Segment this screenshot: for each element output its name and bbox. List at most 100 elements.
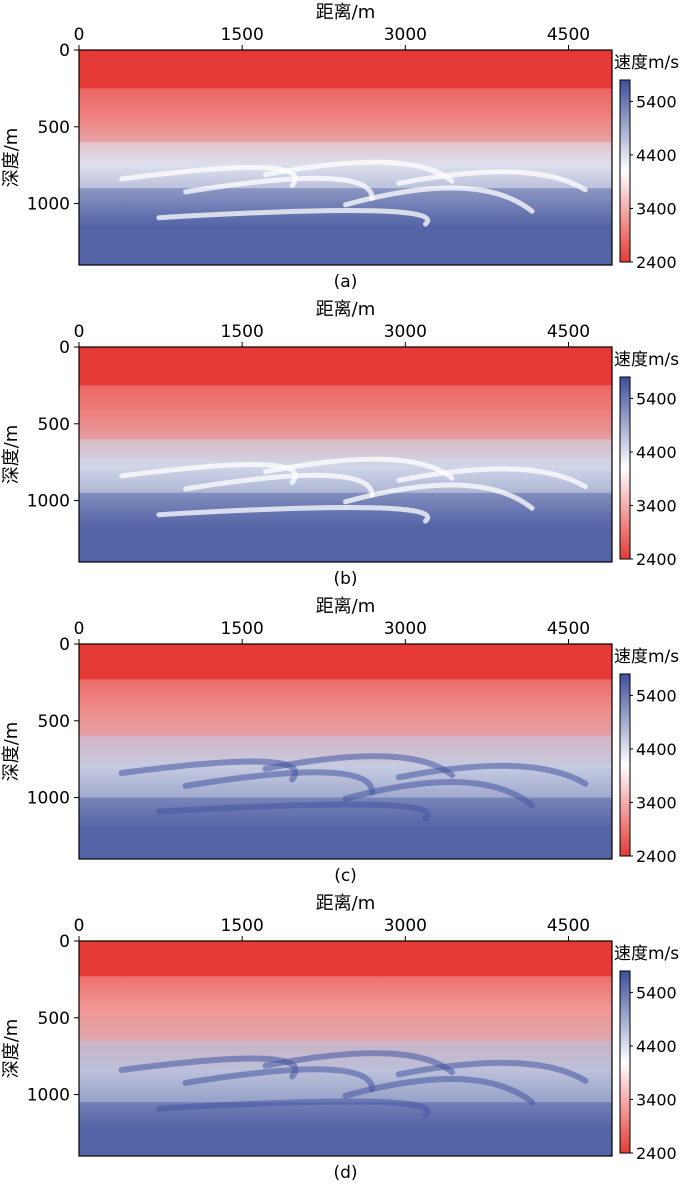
reflector-6 bbox=[156, 504, 430, 524]
x-tick-label: 0 bbox=[74, 916, 85, 936]
x-axis-label: 距离/m bbox=[316, 299, 376, 320]
velocity-layer-2 bbox=[79, 679, 612, 737]
y-tick-label: 500 bbox=[38, 1009, 70, 1029]
reflector-2 bbox=[182, 769, 376, 796]
y-tick-label: 0 bbox=[59, 932, 70, 952]
y-tick-label: 1000 bbox=[27, 195, 70, 215]
colorbar-tick-label: 5400 bbox=[636, 92, 677, 111]
y-axis-label: 深度/m bbox=[1, 425, 22, 485]
velocity-layer-4 bbox=[79, 188, 612, 265]
reflector-5 bbox=[395, 1059, 589, 1084]
velocity-field bbox=[79, 347, 612, 562]
x-tick-label: 3000 bbox=[384, 916, 427, 936]
reflector-4 bbox=[342, 1076, 536, 1106]
x-tick-label: 1500 bbox=[221, 25, 264, 45]
reflector-5 bbox=[396, 169, 588, 193]
velocity-layer-1 bbox=[79, 347, 612, 386]
x-tick-label: 4500 bbox=[547, 619, 590, 639]
velocity-layer-2 bbox=[79, 976, 612, 1041]
velocity-field bbox=[79, 50, 612, 265]
colorbar-title: 速度m/s bbox=[614, 53, 679, 73]
x-tick-label: 4500 bbox=[547, 322, 590, 342]
velocity-layer-1 bbox=[79, 941, 612, 977]
colorbar-tick-label: 4400 bbox=[636, 443, 677, 462]
velocity-gradient bbox=[79, 644, 612, 859]
velocity-gradient bbox=[79, 941, 612, 1156]
y-tick-label: 500 bbox=[38, 118, 70, 138]
y-tick-label: 500 bbox=[38, 415, 70, 435]
panel-a: 距离/m 0 1500 3000 4500 0 500 1000 深度/m (a) 速度m/s 540… bbox=[0, 0, 700, 297]
reflector-2 bbox=[183, 472, 375, 498]
colorbar-tick-label: 2400 bbox=[636, 253, 677, 272]
y-axis-label: 深度/m bbox=[1, 1019, 22, 1079]
plot-frame bbox=[78, 49, 613, 266]
velocity-layer-4 bbox=[79, 797, 612, 859]
x-tick-label: 3000 bbox=[384, 322, 427, 342]
reflector-2 bbox=[183, 175, 375, 201]
reflector-6 bbox=[155, 801, 431, 822]
colorbar-title: 速度m/s bbox=[614, 647, 679, 667]
x-axis-label: 距离/m bbox=[316, 2, 376, 23]
velocity-layer-1 bbox=[79, 644, 612, 680]
reflector-6 bbox=[156, 207, 430, 227]
colorbar-tick-label: 3400 bbox=[636, 1090, 677, 1109]
reflector-3 bbox=[263, 456, 455, 481]
x-tick-label: 1500 bbox=[221, 916, 264, 936]
x-tick-label: 3000 bbox=[384, 619, 427, 639]
x-tick-label: 1500 bbox=[221, 619, 264, 639]
velocity-layer-3 bbox=[79, 439, 612, 493]
colorbar-tick-label: 4400 bbox=[636, 740, 677, 759]
x-tick-label: 0 bbox=[74, 25, 85, 45]
colorbar-tick-label: 2400 bbox=[636, 1144, 677, 1163]
panel-label: (c) bbox=[334, 866, 357, 886]
reflector-3 bbox=[263, 159, 455, 184]
y-tick-label: 1000 bbox=[27, 1086, 70, 1106]
colorbar-tick-label: 3400 bbox=[636, 496, 677, 515]
colorbar bbox=[619, 79, 631, 263]
colorbar-tick-label: 5400 bbox=[636, 686, 677, 705]
colorbar-tick-label: 3400 bbox=[636, 793, 677, 812]
x-tick-label: 4500 bbox=[547, 916, 590, 936]
reflector-4 bbox=[343, 185, 535, 214]
plot-frame bbox=[78, 643, 613, 860]
panel-b: 距离/m 0 1500 3000 4500 0 500 1000 深度/m (b) 速度m/s 540… bbox=[0, 297, 700, 594]
panel-label: (d) bbox=[333, 1163, 357, 1183]
colorbar-tick-label: 5400 bbox=[636, 389, 677, 408]
y-tick-label: 1000 bbox=[27, 789, 70, 809]
colorbar-title: 速度m/s bbox=[614, 944, 679, 964]
reflector-6 bbox=[155, 1098, 431, 1119]
velocity-layer-4 bbox=[79, 1102, 612, 1156]
panel-c: 距离/m 0 1500 3000 4500 0 500 1000 深度/m (c) 速度m/s 540… bbox=[0, 594, 700, 891]
x-axis-label: 距离/m bbox=[316, 596, 376, 617]
y-tick-label: 500 bbox=[38, 712, 70, 732]
y-tick-label: 0 bbox=[59, 338, 70, 358]
velocity-layer-1 bbox=[79, 50, 612, 89]
colorbar-tick-label: 4400 bbox=[636, 146, 677, 165]
reflector-4 bbox=[343, 482, 535, 511]
y-tick-label: 0 bbox=[59, 41, 70, 61]
plot-frame bbox=[78, 940, 613, 1157]
colorbar-tick-label: 2400 bbox=[636, 550, 677, 569]
y-axis-label: 深度/m bbox=[1, 722, 22, 782]
velocity-layer-2 bbox=[79, 88, 612, 143]
plot-frame bbox=[78, 346, 613, 563]
colorbar-tick-label: 2400 bbox=[636, 847, 677, 866]
velocity-field bbox=[79, 941, 612, 1156]
reflector-5 bbox=[396, 466, 588, 490]
x-tick-label: 4500 bbox=[547, 25, 590, 45]
reflector-4 bbox=[342, 779, 536, 809]
colorbar-tick-label: 4400 bbox=[636, 1037, 677, 1056]
colorbar-tick-label: 5400 bbox=[636, 983, 677, 1002]
y-tick-label: 0 bbox=[59, 635, 70, 655]
y-tick-label: 1000 bbox=[27, 492, 70, 512]
reflector-5 bbox=[395, 762, 589, 787]
velocity-layer-2 bbox=[79, 385, 612, 440]
panel-label: (a) bbox=[334, 272, 358, 292]
x-tick-label: 1500 bbox=[221, 322, 264, 342]
colorbar bbox=[619, 376, 631, 560]
panel-label: (b) bbox=[333, 569, 357, 589]
x-tick-label: 0 bbox=[74, 619, 85, 639]
